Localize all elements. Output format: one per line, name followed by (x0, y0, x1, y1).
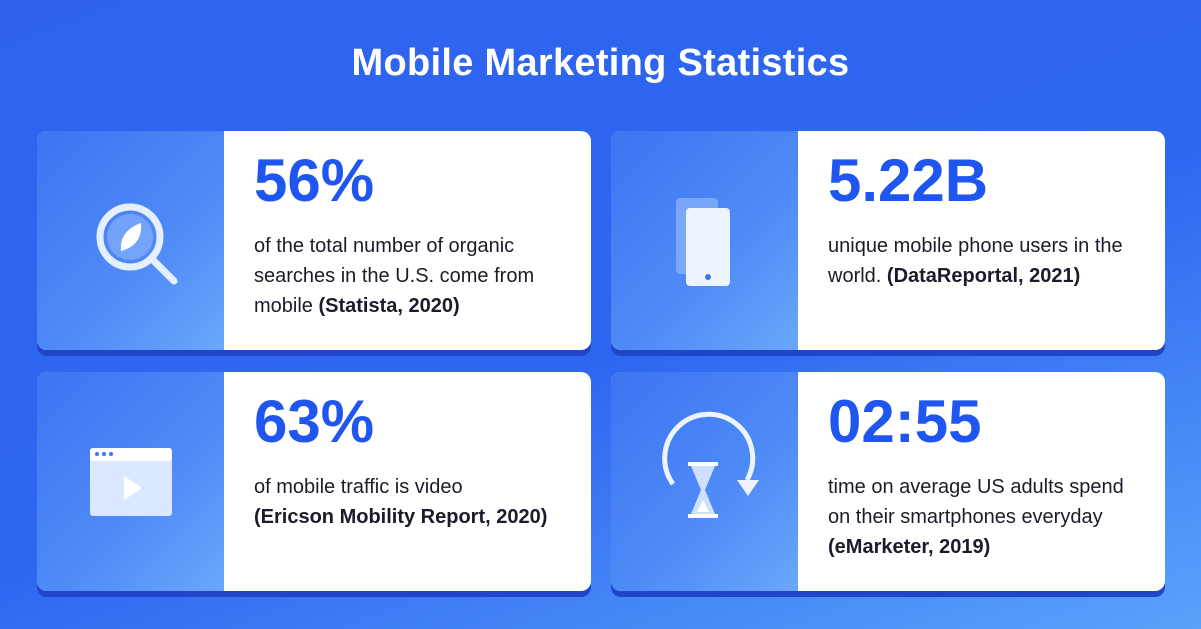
stat-value: 5.22B (828, 147, 989, 214)
text: unique mobile phone users in the world. (828, 235, 1123, 287)
stat-description: unique mobile phone users in the world. … (828, 231, 1148, 291)
stat-description: time on average US adults spend on their… (828, 472, 1128, 562)
source: (Statista, 2020) (318, 295, 460, 317)
icon-panel (611, 131, 798, 350)
hourglass-icon (662, 411, 759, 518)
video-icon (90, 448, 172, 516)
stat-card: 5.22B unique mobile phone users in the w… (611, 131, 1165, 350)
stat-card: 63% of mobile traffic is video (Ericson M… (37, 372, 591, 591)
stat-description: of the total number of organic searches … (254, 231, 574, 321)
text: of mobile traffic is video (254, 476, 463, 498)
source: (DataReportal, 2021) (886, 265, 1081, 287)
icon-panel (37, 372, 224, 591)
icon-panel (37, 131, 224, 350)
stat-card: 02:55 time on average US adults spend on… (611, 372, 1165, 591)
search-icon (96, 203, 178, 285)
icon-panel (611, 372, 798, 591)
phone-icon (676, 198, 730, 286)
stat-card: 56% of the total number of organic searc… (37, 131, 591, 350)
source: (eMarketer, 2019) (828, 536, 991, 558)
text: time on average US adults spend on their… (828, 476, 1124, 528)
stat-value: 63% (254, 388, 375, 455)
stat-value: 56% (254, 147, 375, 214)
text: of the total number of organic searches … (254, 235, 535, 317)
title: Mobile Marketing Statistics (351, 42, 850, 84)
source: (Ericson Mobility Report, 2020) (254, 506, 548, 528)
stat-description: of mobile traffic is video (Ericson Mobil… (254, 472, 574, 532)
stat-value: 02:55 (828, 388, 982, 455)
